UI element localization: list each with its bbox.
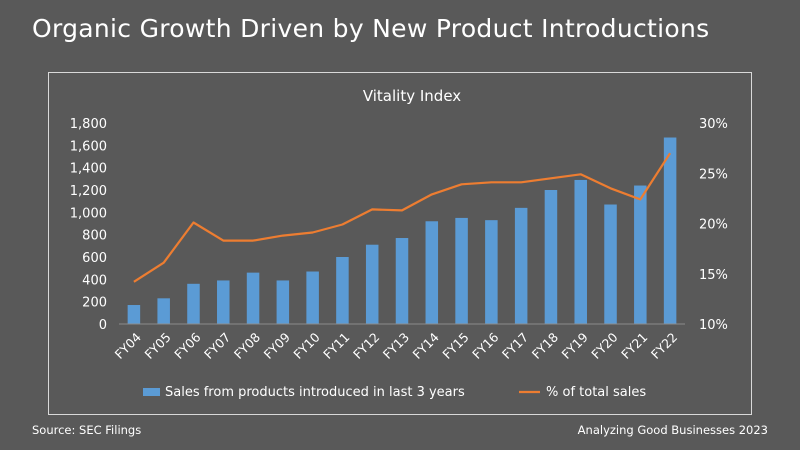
- y-left-tick-label: 1,400: [70, 162, 107, 177]
- x-tick-label: FY18: [529, 329, 561, 361]
- chart-title: Vitality Index: [363, 87, 461, 105]
- x-tick-label: FY17: [499, 330, 531, 362]
- y-left-tick-label: 1,200: [70, 184, 107, 199]
- bar-fy18: [544, 190, 558, 324]
- x-tick-label: FY09: [261, 329, 293, 361]
- bar-fy15: [455, 217, 468, 324]
- x-tick-label: FY19: [559, 329, 591, 361]
- y-left-tick-label: 400: [82, 273, 107, 288]
- bar-fy12: [365, 244, 379, 324]
- y-right-tick-label: 15%: [699, 268, 728, 283]
- bar-fy06: [187, 283, 200, 324]
- footer-source: Source: SEC Filings: [32, 423, 142, 437]
- y-left-tick-label: 1,000: [70, 206, 107, 221]
- bar-fy19: [574, 179, 587, 324]
- x-tick-label: FY12: [350, 330, 382, 362]
- y-right-tick-label: 10%: [699, 318, 728, 333]
- bar-fy13: [395, 238, 409, 324]
- x-tick-label: FY11: [320, 330, 352, 362]
- chart-svg: Vitality Index 0 200 400 600 800 1,000 1,200 1,4…: [70, 87, 728, 400]
- bar-fy05: [157, 298, 170, 324]
- x-tick-label: FY21: [618, 330, 650, 362]
- bar-fy17: [514, 207, 528, 324]
- x-tick-label: FY04: [112, 329, 144, 361]
- bar-fy07: [217, 280, 230, 324]
- legend-line-label: % of total sales: [546, 385, 646, 400]
- legend-bar-swatch: [143, 388, 160, 396]
- bar-fy16: [485, 220, 498, 324]
- bar-fy09: [276, 280, 290, 324]
- x-tick-label: FY14: [410, 329, 442, 361]
- chart-frame: Vitality Index 0 200 400 600 800 1,000 1,200 1,4…: [48, 72, 752, 415]
- x-tick-label: FY07: [201, 330, 233, 362]
- bar-fy14: [425, 221, 439, 324]
- footer-credit: Analyzing Good Businesses 2023: [577, 423, 768, 437]
- bar-fy04: [127, 305, 141, 324]
- x-tick-label: FY22: [648, 330, 680, 362]
- y-left-tick-label: 1,800: [70, 117, 107, 132]
- x-tick-label: FY16: [469, 329, 501, 361]
- x-tick-label: FY20: [588, 329, 620, 361]
- bar-fy22: [663, 137, 677, 324]
- y-right-tick-label: 25%: [699, 167, 728, 182]
- bar-fy10: [306, 271, 319, 324]
- bar-fy11: [336, 257, 349, 324]
- slide-title: Organic Growth Driven by New Product Int…: [32, 14, 710, 43]
- legend-bar-label: Sales from products introduced in last 3…: [165, 385, 465, 400]
- x-tick-label: FY08: [231, 329, 263, 361]
- y-left-tick-label: 1,600: [70, 139, 107, 154]
- bar-fy21: [634, 185, 647, 324]
- y-right-tick-label: 30%: [699, 117, 728, 132]
- x-tick-label: FY15: [439, 330, 471, 362]
- bar-fy08: [246, 272, 260, 324]
- y-left-tick-label: 600: [82, 251, 107, 266]
- x-tick-label: FY06: [171, 329, 203, 361]
- y-right-tick-label: 20%: [699, 218, 728, 233]
- y-left-tick-label: 0: [99, 318, 107, 333]
- x-tick-label: FY13: [380, 330, 412, 362]
- y-left-tick-label: 800: [82, 229, 107, 244]
- x-tick-label: FY10: [290, 329, 322, 361]
- y-left-tick-label: 200: [82, 296, 107, 311]
- bar-fy20: [604, 204, 617, 324]
- x-tick-label: FY05: [141, 330, 173, 362]
